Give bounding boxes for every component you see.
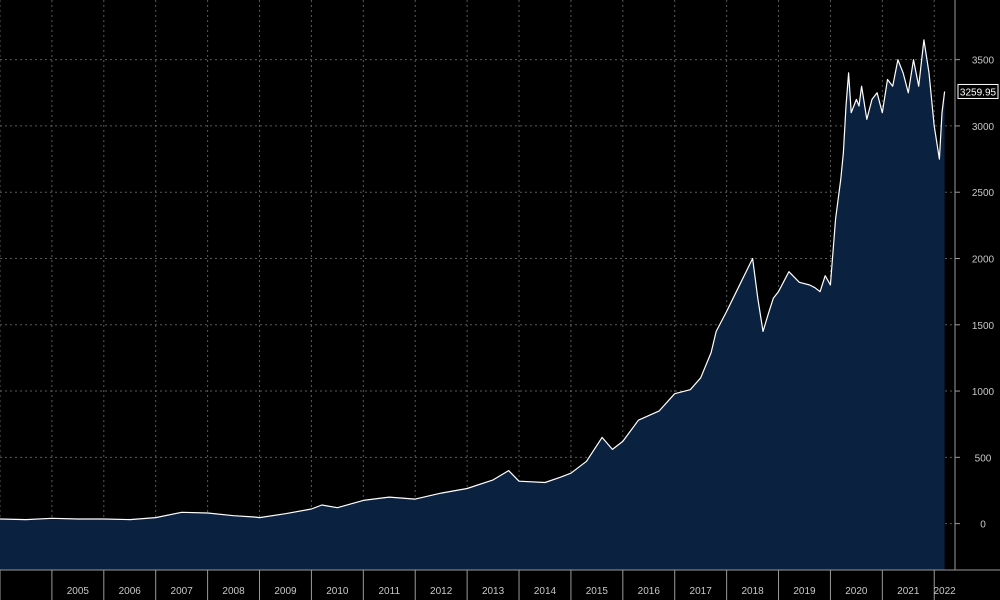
x-tick-label: 2021 xyxy=(897,586,920,597)
y-tick-label: 500 xyxy=(975,453,992,464)
y-tick-label: 3500 xyxy=(972,56,995,67)
x-tick-label: 2005 xyxy=(67,586,90,597)
y-tick-label: 2000 xyxy=(972,254,995,265)
x-tick-label: 2012 xyxy=(430,586,453,597)
last-value-tag: 3259.95 xyxy=(957,83,999,99)
x-tick-label: 2015 xyxy=(586,586,609,597)
x-tick-label: 2009 xyxy=(274,586,297,597)
x-axis: 2005 2006 2007 2008 2009 2010 2011 2012 2013 2014… xyxy=(0,569,1000,600)
series-area-fill xyxy=(0,39,945,571)
y-tick-label: 1000 xyxy=(972,387,995,398)
x-tick-label: 2010 xyxy=(326,586,349,597)
x-tick-label: 2017 xyxy=(690,586,713,597)
x-tick-label: 2016 xyxy=(638,586,661,597)
x-tick-label: 2018 xyxy=(741,586,764,597)
y-tick-label: 3000 xyxy=(972,122,995,133)
x-tick-label: 2006 xyxy=(119,586,142,597)
x-tick-label: 2014 xyxy=(534,586,557,597)
x-tick-label: 2008 xyxy=(222,586,245,597)
y-tick-label: 0 xyxy=(980,520,986,531)
x-tick-label: 2020 xyxy=(845,586,868,597)
data-area xyxy=(0,39,946,571)
x-tick-label: 2019 xyxy=(793,586,816,597)
y-tick-label: 1500 xyxy=(972,321,995,332)
x-tick-label: 2013 xyxy=(482,586,505,597)
last-value-box xyxy=(957,83,999,99)
series-line xyxy=(0,39,946,521)
x-tick-label: 2022 xyxy=(933,586,956,597)
y-axis: 0 500 1000 1500 2000 2500 3000 3500 xyxy=(954,0,995,570)
x-tick-label: 2011 xyxy=(379,586,401,597)
x-tick-label: 2007 xyxy=(171,586,194,597)
last-value-label: 3259.95 xyxy=(960,87,997,98)
y-tick-label: 2500 xyxy=(972,188,995,199)
